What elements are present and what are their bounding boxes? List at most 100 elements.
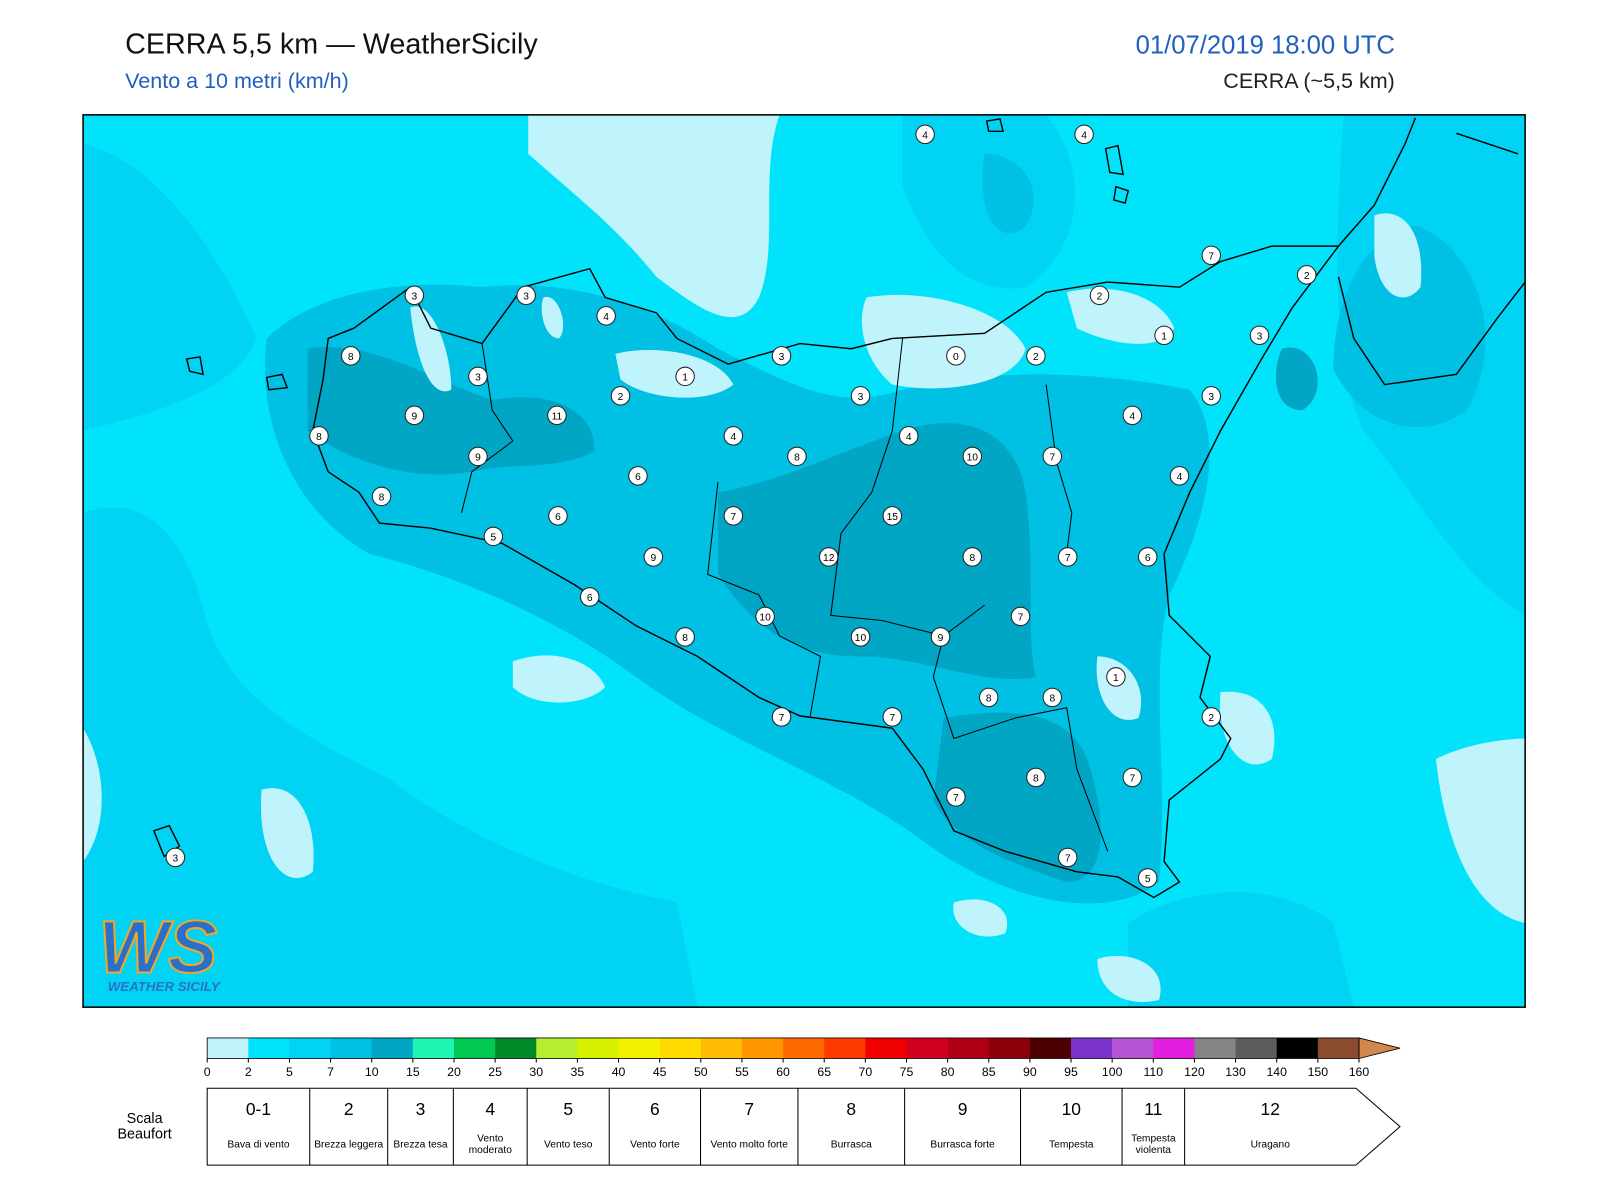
colorbar-swatch (1235, 1037, 1278, 1059)
colorbar-tick-label: 90 (1023, 1065, 1037, 1079)
station-value: 1 (1161, 331, 1167, 342)
station-marker (723, 426, 744, 446)
station-marker (930, 627, 951, 647)
station-value: 3 (412, 291, 418, 302)
beaufort-label-box: Tempesta violenta (1131, 1133, 1176, 1156)
colorbar-swatch (207, 1037, 249, 1059)
station-value: 9 (938, 633, 944, 644)
beaufort-force: 0-1 (246, 1099, 271, 1119)
colorbar-tick-label: 95 (1064, 1065, 1078, 1079)
beaufort-force: 10 (1062, 1099, 1082, 1119)
station-marker (1042, 687, 1063, 708)
colorbar-swatch (1194, 1037, 1236, 1059)
beaufort-force: 12 (1261, 1099, 1280, 1119)
colorbar-swatch (783, 1037, 825, 1059)
station-marker (610, 386, 631, 406)
station-marker (1137, 547, 1158, 567)
colorbar-tick-label: 35 (571, 1065, 585, 1079)
beaufort-label-box: Vento forte (630, 1139, 680, 1150)
beaufort-force: 9 (958, 1099, 968, 1119)
station-marker (1296, 265, 1317, 285)
province-border (1045, 384, 1073, 554)
station-value: 6 (1145, 553, 1151, 564)
station-marker (1089, 285, 1110, 306)
station-marker (675, 627, 695, 647)
station-marker (882, 506, 903, 526)
station-marker (404, 405, 425, 426)
station-value: 4 (1129, 411, 1135, 422)
station-marker (341, 346, 361, 366)
calm-area (541, 296, 564, 339)
station-marker (483, 526, 504, 547)
colorbar-tick-label: 2 (245, 1065, 252, 1079)
province-border (461, 343, 514, 513)
station-marker (1169, 466, 1190, 486)
beaufort-title: Scala Beaufort (117, 1109, 172, 1142)
station-value: 5 (490, 533, 496, 544)
station-value: 4 (730, 432, 736, 443)
station-marker (1122, 767, 1143, 788)
coastline (1337, 117, 1417, 247)
colorbar-tick-label: 80 (941, 1065, 955, 1079)
station-marker (1201, 386, 1222, 406)
colorbar-tick-label: 150 (1308, 1065, 1329, 1079)
calm-area (615, 350, 734, 398)
station-value: 3 (173, 854, 179, 865)
station-value: 2 (1208, 713, 1214, 724)
beaufort-force: 2 (344, 1099, 354, 1119)
colorbar-tick-label: 160 (1349, 1065, 1370, 1079)
station-value: 7 (1129, 774, 1135, 785)
colorbar-swatch (1071, 1037, 1113, 1059)
beaufort-label: Tempesta violenta (1131, 1133, 1176, 1156)
calm-area (260, 788, 314, 879)
beaufort-label-box: Vento teso (544, 1139, 592, 1150)
station-marker (1249, 325, 1270, 346)
station-value: 8 (682, 633, 688, 644)
station-marker (850, 627, 871, 647)
calm-area (528, 114, 780, 318)
colorbar-tick-label: 40 (612, 1065, 626, 1079)
station-marker (962, 446, 983, 467)
beaufort-force: 6 (650, 1099, 660, 1119)
wind-field (717, 423, 1036, 680)
station-marker (771, 346, 792, 366)
colorbar-tick-label: 55 (735, 1065, 749, 1079)
wind-field (982, 153, 1034, 234)
beaufort-label-box: Brezza tesa (393, 1139, 447, 1150)
colorbar-swatch (741, 1037, 784, 1059)
station-value: 3 (858, 392, 864, 403)
station-marker (1137, 868, 1158, 888)
beaufort-label-box: Vento moderato (469, 1133, 512, 1156)
calm-area (1374, 213, 1422, 298)
beaufort-label: Burrasca (830, 1138, 872, 1151)
beaufort-label: Vento molto forte (710, 1138, 788, 1151)
station-marker (1026, 346, 1046, 366)
station-value: 7 (889, 713, 895, 724)
colorbar-tick-label: 20 (447, 1065, 461, 1079)
station-marker (371, 486, 392, 507)
map-frame (82, 114, 1526, 1008)
colorbar-swatch (1029, 1037, 1072, 1059)
station-marker (1201, 245, 1222, 266)
colorbar-swatch (289, 1037, 331, 1059)
beaufort-force: 11 (1144, 1099, 1162, 1119)
colorbar-swatch (988, 1037, 1031, 1059)
beaufort-label: Bava di vento (227, 1138, 290, 1151)
calm-area (83, 728, 102, 862)
station-value: 6 (635, 472, 641, 483)
colorbar-frame (206, 1037, 1360, 1059)
beaufort-label: Uragano (1250, 1138, 1290, 1151)
wind-field (1333, 225, 1486, 428)
calm-area (861, 294, 1026, 389)
colorbar-tick-label: 45 (653, 1065, 667, 1079)
beaufort-label-box: Vento molto forte (710, 1138, 788, 1151)
station-marker (1106, 667, 1126, 687)
colorbar-swatch (453, 1037, 496, 1059)
colorbar-swatch (536, 1037, 578, 1059)
calm-area (410, 306, 452, 392)
colorbar-swatch (659, 1037, 702, 1059)
colorbar-tick-label: 7 (327, 1065, 334, 1079)
station-value: 5 (1145, 874, 1151, 885)
station-value: 4 (906, 432, 912, 443)
